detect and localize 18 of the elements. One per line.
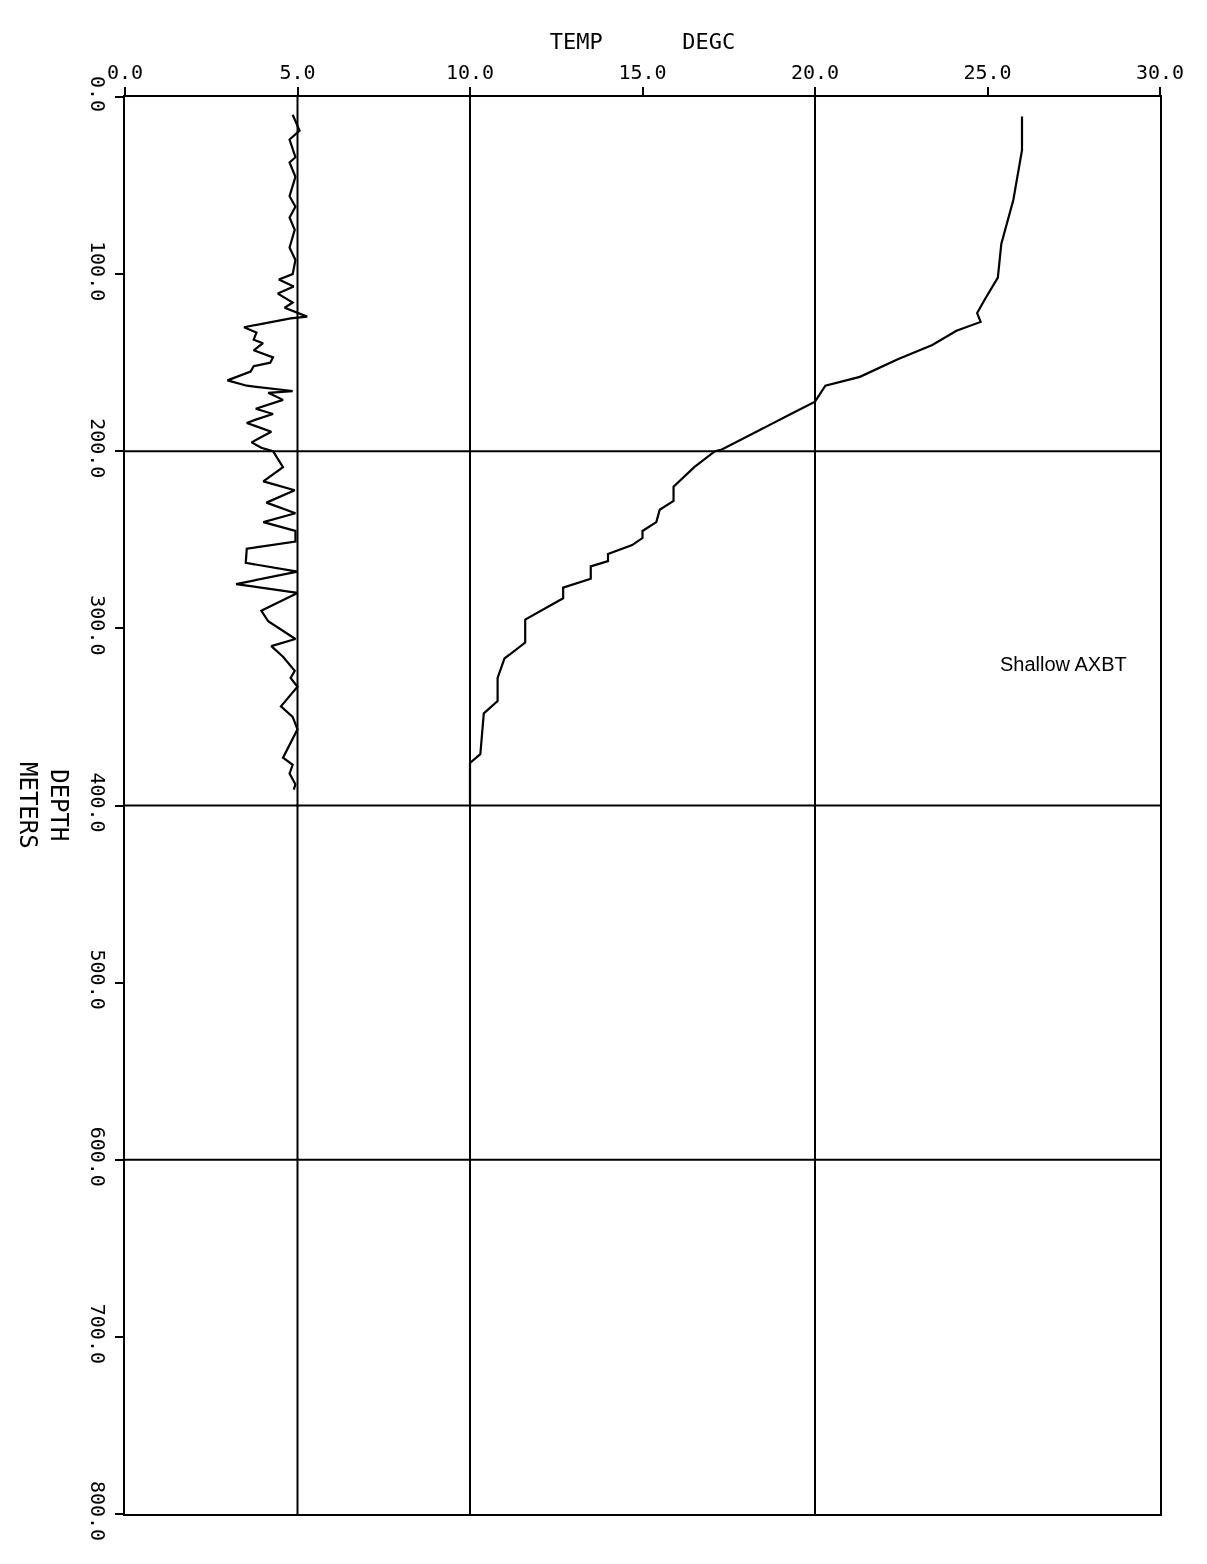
x-axis-title: TEMP DEGC [549, 29, 736, 55]
x-tick-label: 30.0 [1135, 60, 1185, 84]
x-tick-label: 25.0 [963, 60, 1012, 84]
y-tick-label: 400.0 [86, 772, 110, 833]
y-tick-label: 100.0 [86, 241, 110, 302]
y-tick-label: 500.0 [86, 949, 110, 1010]
x-tick-label: 15.0 [618, 60, 667, 84]
x-tick-label: 5.0 [279, 60, 316, 84]
y-tick-label: 800.0 [86, 1480, 110, 1542]
y-tick-label: 700.0 [86, 1303, 110, 1364]
x-tick-label: 10.0 [445, 60, 495, 84]
y-tick-label: 200.0 [86, 418, 110, 479]
y-tick-label: 600.0 [86, 1126, 110, 1187]
y-axis-title: DEPTH METERS [13, 762, 73, 849]
x-tick-label: 0.0 [106, 60, 144, 84]
x-tick-label: 20.0 [790, 60, 840, 84]
y-tick-label: 300.0 [86, 595, 110, 656]
annotation: Shallow AXBT [1000, 653, 1127, 675]
